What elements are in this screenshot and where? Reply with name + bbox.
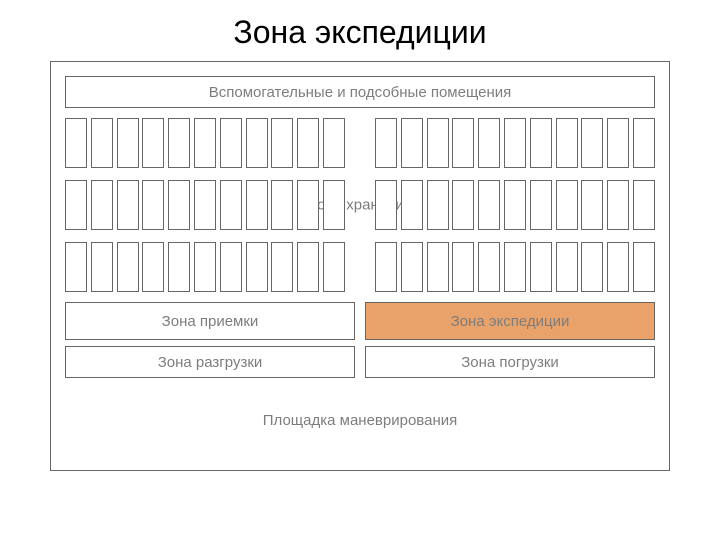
- rack-grid: [65, 118, 655, 292]
- rack-unit: [607, 180, 629, 230]
- rack-unit: [168, 180, 190, 230]
- zone-loading: Зона погрузки: [365, 346, 655, 378]
- rack-unit: [427, 180, 449, 230]
- rack-unit: [556, 118, 578, 168]
- rack-unit: [375, 118, 397, 168]
- rack-unit: [194, 242, 216, 292]
- rack-unit: [633, 180, 655, 230]
- page-title: Зона экспедиции: [0, 0, 720, 61]
- rack-unit: [220, 242, 242, 292]
- rack-unit: [65, 242, 87, 292]
- rack-unit: [427, 242, 449, 292]
- rack-unit: [168, 118, 190, 168]
- zone-receiving: Зона приемки: [65, 302, 355, 340]
- rack-unit: [401, 242, 423, 292]
- rack-unit: [271, 180, 293, 230]
- rack-unit: [220, 180, 242, 230]
- rack-unit: [556, 180, 578, 230]
- rack-unit: [246, 180, 268, 230]
- rack-unit: [478, 242, 500, 292]
- zone-shipping: Зона экспедиции: [365, 302, 655, 340]
- rack-unit: [504, 180, 526, 230]
- rack-unit: [323, 180, 345, 230]
- zone-maneuver-label: Площадка маневрирования: [51, 412, 669, 429]
- rack-unit: [65, 118, 87, 168]
- zone-unloading-label: Зона разгрузки: [158, 354, 263, 371]
- rack-unit: [91, 242, 113, 292]
- zone-shipping-label: Зона экспедиции: [451, 313, 570, 330]
- rack-unit: [556, 242, 578, 292]
- rack-unit: [65, 180, 87, 230]
- rack-unit: [427, 118, 449, 168]
- rack-unit: [452, 180, 474, 230]
- rack-unit: [91, 118, 113, 168]
- rack-unit: [633, 118, 655, 168]
- zone-auxiliary-label: Вспомогательные и подсобные помещения: [209, 84, 512, 101]
- rack-unit: [117, 242, 139, 292]
- rack-unit: [297, 242, 319, 292]
- rack-unit: [142, 242, 164, 292]
- rack-unit: [633, 242, 655, 292]
- zone-receiving-label: Зона приемки: [162, 313, 259, 330]
- rack-block: [65, 118, 345, 292]
- rack-unit: [581, 242, 603, 292]
- rack-unit: [271, 242, 293, 292]
- rack-unit: [478, 118, 500, 168]
- rack-row: [65, 242, 345, 292]
- rack-unit: [478, 180, 500, 230]
- rack-unit: [271, 118, 293, 168]
- zone-unloading: Зона разгрузки: [65, 346, 355, 378]
- rack-row: [65, 180, 345, 230]
- rack-unit: [117, 118, 139, 168]
- rack-row: [65, 118, 345, 168]
- rack-unit: [246, 242, 268, 292]
- rack-unit: [452, 118, 474, 168]
- rack-unit: [91, 180, 113, 230]
- rack-row: [375, 242, 655, 292]
- rack-unit: [142, 118, 164, 168]
- rack-unit: [168, 242, 190, 292]
- rack-unit: [375, 242, 397, 292]
- rack-unit: [194, 180, 216, 230]
- rack-unit: [607, 242, 629, 292]
- rack-unit: [530, 118, 552, 168]
- rack-unit: [581, 118, 603, 168]
- rack-unit: [530, 180, 552, 230]
- rack-unit: [504, 118, 526, 168]
- rack-unit: [607, 118, 629, 168]
- rack-unit: [297, 180, 319, 230]
- rack-unit: [246, 118, 268, 168]
- rack-row: [375, 118, 655, 168]
- rack-unit: [323, 242, 345, 292]
- rack-unit: [117, 180, 139, 230]
- rack-unit: [220, 118, 242, 168]
- rack-unit: [581, 180, 603, 230]
- zone-loading-label: Зона погрузки: [461, 354, 559, 371]
- rack-unit: [297, 118, 319, 168]
- rack-block: [375, 118, 655, 292]
- rack-unit: [452, 242, 474, 292]
- rack-unit: [530, 242, 552, 292]
- warehouse-diagram: Вспомогательные и подсобные помещения Зо…: [50, 61, 670, 471]
- rack-unit: [323, 118, 345, 168]
- rack-unit: [194, 118, 216, 168]
- zone-auxiliary: Вспомогательные и подсобные помещения: [65, 76, 655, 108]
- rack-unit: [401, 180, 423, 230]
- rack-unit: [504, 242, 526, 292]
- rack-row: [375, 180, 655, 230]
- rack-unit: [401, 118, 423, 168]
- rack-unit: [142, 180, 164, 230]
- rack-unit: [375, 180, 397, 230]
